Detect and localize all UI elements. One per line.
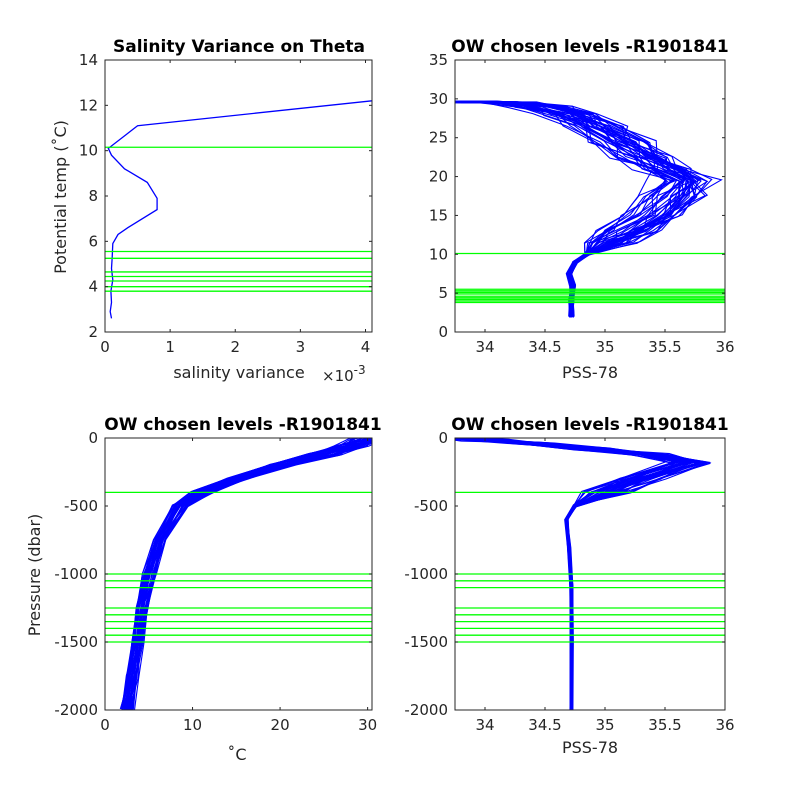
panel-pressure-salinity: OW chosen levels -R1901841 34 34.5 35 35.5 3…	[404, 415, 734, 757]
y-tick-label: 10	[79, 142, 98, 160]
x-tick-label: 20	[271, 716, 290, 734]
y-tick-label: -1000	[54, 565, 98, 583]
x-tick-label: 34.5	[528, 716, 561, 734]
x-tick-label: 35.5	[648, 338, 681, 356]
x-axis-label: ˚C	[227, 745, 246, 764]
exponent-power: -3	[354, 363, 366, 377]
profile-line	[127, 440, 372, 710]
panel-title: OW chosen levels -R1901841	[451, 37, 728, 57]
y-axis-label: Potential temp (˚C)	[51, 120, 70, 274]
plot-area: 34 34.5 35 35.5 36 0 5 10 15 20 25 30 35	[429, 51, 735, 356]
y-tick-label: 12	[79, 96, 98, 114]
x-tick-label: 35	[595, 338, 614, 356]
panel-title: OW chosen levels -R1901841	[451, 415, 728, 435]
y-tick-label: 0	[88, 429, 98, 447]
x-axis-label: PSS-78	[562, 738, 618, 757]
x-tick-label: 35	[595, 716, 614, 734]
y-axis-label: Pressure (dbar)	[25, 514, 44, 637]
x-axis-label: PSS-78	[562, 363, 618, 382]
y-tick-label: 14	[79, 51, 98, 69]
profile-line	[124, 438, 372, 710]
data-layer	[105, 100, 372, 319]
profile-line	[489, 100, 723, 317]
y-tick-label: 0	[438, 429, 448, 447]
x-axis-label: salinity variance	[173, 363, 304, 382]
data-layer	[105, 438, 372, 710]
y-tick-label: 6	[88, 232, 98, 250]
data-layer	[455, 438, 725, 710]
y-tick-label: 20	[429, 168, 448, 186]
series-line	[107, 100, 372, 319]
exponent-base: ×10	[322, 367, 354, 385]
x-tick-label: 34	[475, 338, 494, 356]
y-tick-label: 25	[429, 129, 448, 147]
y-tick-label: 10	[429, 245, 448, 263]
x-tick-label: 0	[100, 338, 110, 356]
y-tick-label: -1500	[404, 633, 448, 651]
x-tick-label: 36	[715, 338, 734, 356]
x-tick-label: 0	[100, 716, 110, 734]
data-layer	[455, 100, 725, 318]
x-tick-label: 3	[296, 338, 306, 356]
panel-title: Salinity Variance on Theta	[113, 37, 365, 57]
y-tick-label: 8	[88, 187, 98, 205]
y-tick-label: 15	[429, 206, 448, 224]
plot-area: 34 34.5 35 35.5 36 -2000 -1500 -1000 -500 0	[404, 429, 734, 734]
y-tick-label: 35	[429, 51, 448, 69]
y-tick-label: -1000	[404, 565, 448, 583]
axes-box	[454, 59, 726, 333]
plot-area: 0 10 20 30 -2000 -1500 -1000 -500 0	[54, 429, 377, 734]
profile-line	[473, 100, 707, 317]
panel-salinity-variance: Salinity Variance on Theta 0 1 2 3 424681012…	[51, 37, 373, 385]
x-tick-label: 4	[361, 338, 371, 356]
x-tick-label: 2	[230, 338, 240, 356]
profile-line	[455, 101, 667, 318]
y-tick-label: -500	[414, 497, 448, 515]
panel-title: OW chosen levels -R1901841	[104, 415, 381, 435]
y-tick-label: 4	[88, 278, 98, 296]
profile-line	[455, 102, 673, 316]
y-tick-label: 5	[438, 284, 448, 302]
x-tick-label: 30	[358, 716, 377, 734]
x-tick-label: 36	[715, 716, 734, 734]
y-tick-label: -2000	[54, 701, 98, 719]
panel-pressure-temperature: OW chosen levels -R1901841 0 10 20 30 -2000 -…	[25, 415, 382, 764]
x-tick-label: 34.5	[528, 338, 561, 356]
x-axis-exponent: ×10-3	[322, 363, 366, 385]
x-tick-label: 34	[475, 716, 494, 734]
y-tick-label: 30	[429, 90, 448, 108]
y-tick-label: 0	[438, 323, 448, 341]
panel-theta-salinity: OW chosen levels -R1901841 34 34.5 35 35.5 3…	[429, 37, 735, 382]
y-tick-label: -500	[64, 497, 98, 515]
y-tick-label: -2000	[404, 701, 448, 719]
x-tick-label: 1	[165, 338, 175, 356]
y-tick-label: 2	[88, 323, 98, 341]
profile-line	[120, 438, 352, 710]
y-tick-label: -1500	[54, 633, 98, 651]
x-tick-label: 35.5	[648, 716, 681, 734]
x-tick-label: 10	[183, 716, 202, 734]
